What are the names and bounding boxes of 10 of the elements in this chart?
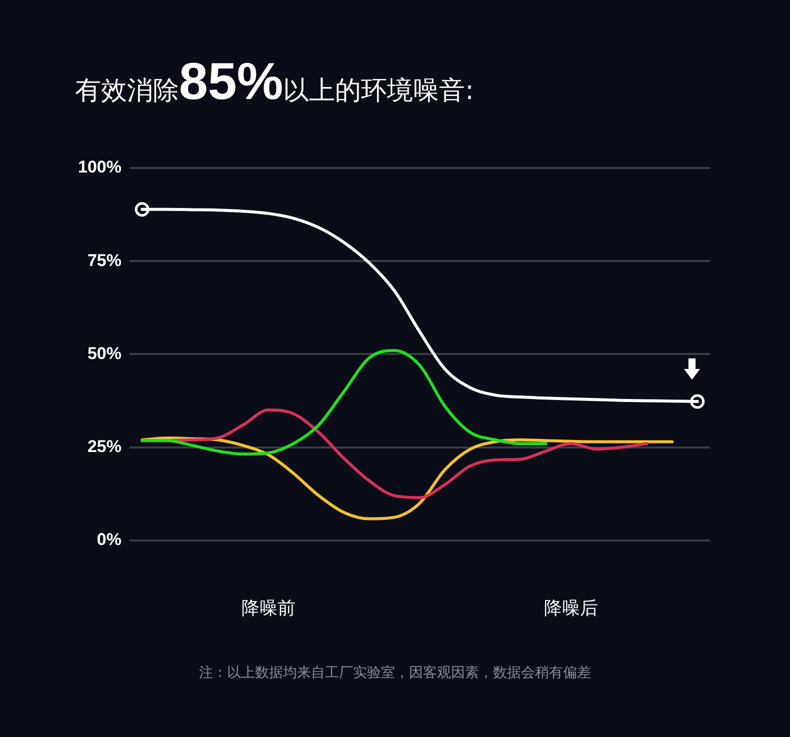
chart-title: 有效消除85%以上的环境噪音: [75,53,474,111]
text: 注：以上数据均来自工厂实验室，因客观因素，数据会稍有偏差 [198,664,592,682]
y-tick-label: 25% [87,436,122,456]
y-tick-label: 0% [96,530,122,550]
y-tick-label: 75% [87,250,122,270]
y-tick-label: 50% [87,344,122,363]
x-tick-label: 降噪前 [241,598,296,619]
y-tick-label: 100% [78,158,122,177]
line-series [140,348,548,456]
x-tick-label: 降噪后 [544,598,598,619]
